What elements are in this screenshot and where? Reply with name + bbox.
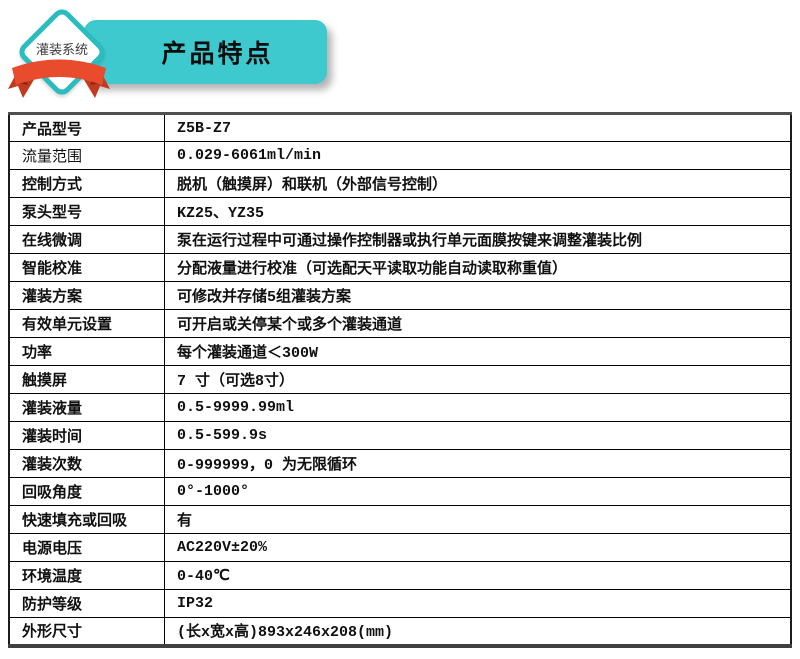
- table-row: 电源电压 AC220V±20%: [8, 533, 792, 562]
- spec-label: 有效单元设置: [8, 309, 165, 338]
- spec-value: 0°-1000°: [164, 477, 792, 506]
- table-row: 防护等级 IP32: [8, 589, 792, 618]
- spec-label: 灌装方案: [8, 281, 165, 310]
- spec-label: 在线微调: [8, 225, 165, 254]
- spec-value: 0.5-599.9s: [164, 421, 792, 450]
- table-row: 灌装次数 0-999999，0 为无限循环: [8, 449, 792, 478]
- spec-value: (长x宽x高)893x246x208(mm): [164, 617, 792, 646]
- spec-label: 控制方式: [8, 169, 165, 198]
- table-row: 回吸角度 0°-1000°: [8, 477, 792, 506]
- table-row: 功率 每个灌装通道＜300W: [8, 337, 792, 366]
- spec-value: 0-40℃: [164, 561, 792, 590]
- spec-label: 流量范围: [8, 141, 165, 170]
- spec-label: 灌装时间: [8, 421, 165, 450]
- spec-label: 功率: [8, 337, 165, 366]
- table-row: 智能校准 分配液量进行校准（可选配天平读取功能自动读取称重值）: [8, 253, 792, 282]
- table-row: 触摸屏 7 寸（可选8寸）: [8, 365, 792, 394]
- badge-label: 灌装系统: [35, 42, 88, 57]
- spec-value: 7 寸（可选8寸）: [164, 365, 792, 394]
- table-row: 灌装时间 0.5-599.9s: [8, 421, 792, 450]
- ribbon-band: [12, 59, 106, 85]
- spec-value: Z5B-Z7: [164, 113, 792, 142]
- spec-value: AC220V±20%: [164, 533, 792, 562]
- spec-label: 快速填充或回吸: [8, 505, 165, 534]
- spec-label: 环境温度: [8, 561, 165, 590]
- spec-label: 产品型号: [8, 113, 165, 142]
- spec-label: 防护等级: [8, 589, 165, 618]
- spec-value: 可修改并存储5组灌装方案: [164, 281, 792, 310]
- spec-label: 泵头型号: [8, 197, 165, 226]
- spec-value: 0.029-6061ml/min: [164, 141, 792, 170]
- table-row: 外形尺寸 (长x宽x高)893x246x208(mm): [8, 617, 792, 646]
- spec-value: 每个灌装通道＜300W: [164, 337, 792, 366]
- table-row: 环境温度 0-40℃: [8, 561, 792, 590]
- spec-value: 泵在运行过程中可通过操作控制器或执行单元面膜按键来调整灌装比例: [164, 225, 792, 254]
- spec-value: 0-999999，0 为无限循环: [164, 449, 792, 478]
- page-title: 产品特点: [161, 40, 274, 68]
- table-row: 泵头型号 KZ25、YZ35: [8, 197, 792, 226]
- table-row: 产品型号 Z5B-Z7: [8, 113, 792, 142]
- table-row: 流量范围 0.029-6061ml/min: [8, 141, 792, 170]
- spec-value: KZ25、YZ35: [164, 197, 792, 226]
- spec-label: 回吸角度: [8, 477, 165, 506]
- table-row: 在线微调 泵在运行过程中可通过操作控制器或执行单元面膜按键来调整灌装比例: [8, 225, 792, 254]
- spec-value: IP32: [164, 589, 792, 618]
- spec-label: 触摸屏: [8, 365, 165, 394]
- spec-table: 产品型号 Z5B-Z7 流量范围 0.029-6061ml/min 控制方式 脱…: [8, 112, 792, 648]
- table-row: 灌装液量 0.5-9999.99ml: [8, 393, 792, 422]
- table-row: 快速填充或回吸 有: [8, 505, 792, 534]
- table-row: 控制方式 脱机（触摸屏）和联机（外部信号控制）: [8, 169, 792, 198]
- spec-value: 0.5-9999.99ml: [164, 393, 792, 422]
- spec-label: 外形尺寸: [8, 617, 165, 646]
- table-row: 灌装方案 可修改并存储5组灌装方案: [8, 281, 792, 310]
- spec-value: 可开启或关停某个或多个灌装通道: [164, 309, 792, 338]
- spec-value: 脱机（触摸屏）和联机（外部信号控制）: [164, 169, 792, 198]
- ribbon-icon: [8, 59, 110, 98]
- spec-value: 分配液量进行校准（可选配天平读取功能自动读取称重值）: [164, 253, 792, 282]
- spec-label: 电源电压: [8, 533, 165, 562]
- spec-label: 智能校准: [8, 253, 165, 282]
- table-row: 有效单元设置 可开启或关停某个或多个灌装通道: [8, 309, 792, 338]
- spec-value: 有: [164, 505, 792, 534]
- header-banner: 产品特点: [84, 20, 327, 84]
- spec-label: 灌装液量: [8, 393, 165, 422]
- spec-label: 灌装次数: [8, 449, 165, 478]
